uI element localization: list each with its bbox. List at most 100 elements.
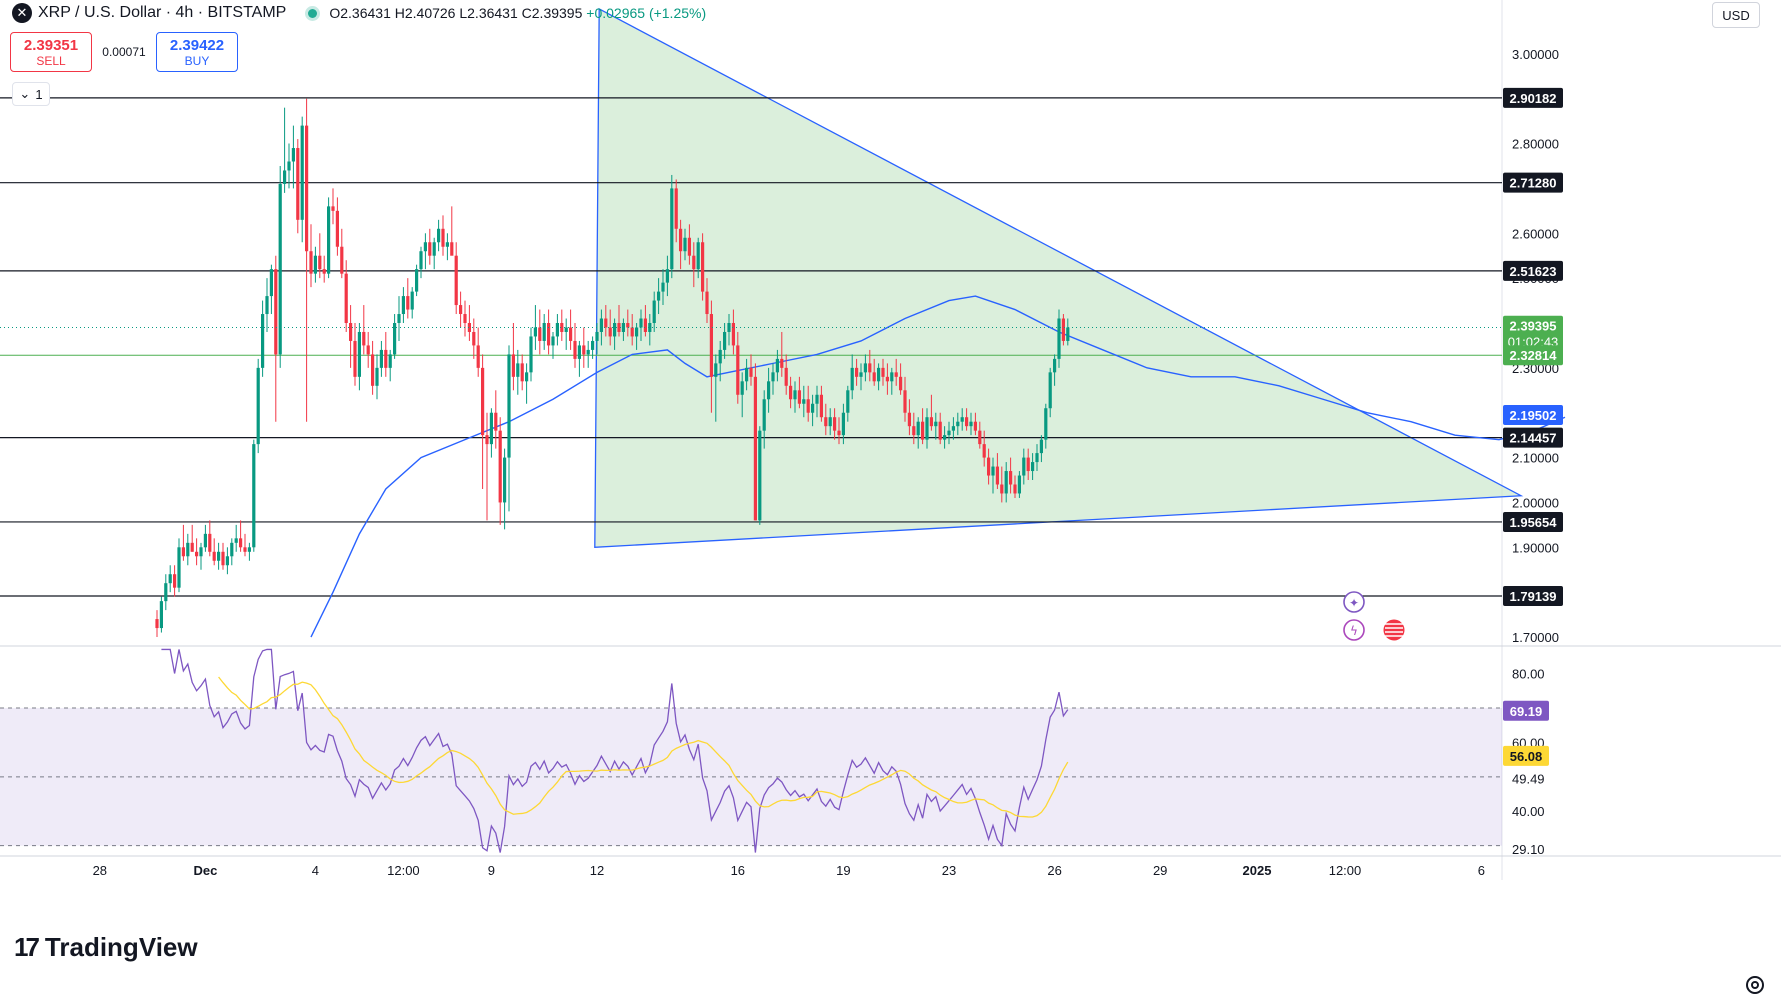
candle[interactable] (626, 309, 630, 337)
candle[interactable] (489, 408, 493, 458)
candle[interactable] (349, 305, 353, 368)
candle[interactable] (850, 354, 854, 400)
candle[interactable] (797, 376, 801, 409)
triangle-pattern[interactable] (594, 7, 1524, 548)
candle[interactable] (406, 278, 410, 319)
candle[interactable] (551, 331, 555, 359)
candle[interactable] (617, 305, 621, 337)
candle[interactable] (934, 412, 938, 440)
us-flag-event-icon[interactable] (1382, 618, 1406, 642)
candle[interactable] (463, 300, 467, 337)
candle[interactable] (969, 412, 973, 436)
candle[interactable] (890, 367, 894, 395)
candle[interactable] (261, 300, 265, 377)
candle[interactable] (749, 354, 753, 386)
candle[interactable] (498, 417, 502, 525)
candle[interactable] (868, 349, 872, 382)
candle[interactable] (569, 309, 573, 350)
rsi-ma-line[interactable] (218, 676, 1069, 818)
candle[interactable] (885, 363, 889, 395)
candle[interactable] (195, 538, 199, 566)
candle[interactable] (305, 98, 309, 422)
candle[interactable] (683, 228, 687, 261)
candle[interactable] (613, 318, 617, 350)
candle[interactable] (503, 448, 507, 530)
candle[interactable] (872, 358, 876, 386)
candle[interactable] (692, 242, 696, 288)
candle[interactable] (846, 385, 850, 422)
candle[interactable] (274, 255, 278, 422)
candle[interactable] (472, 318, 476, 359)
candle[interactable] (507, 345, 511, 512)
candle[interactable] (921, 408, 925, 445)
candle[interactable] (454, 242, 458, 315)
candle[interactable] (657, 278, 661, 315)
candle[interactable] (419, 246, 423, 279)
candle[interactable] (863, 354, 867, 382)
candle[interactable] (1066, 318, 1070, 346)
candle[interactable] (793, 381, 797, 413)
candle[interactable] (467, 305, 471, 341)
candle[interactable] (327, 197, 331, 279)
candle[interactable] (714, 354, 718, 422)
candle[interactable] (415, 264, 419, 297)
candle[interactable] (665, 255, 669, 297)
candle[interactable] (943, 426, 947, 449)
gear-icon[interactable] (1746, 976, 1764, 994)
candle[interactable] (1009, 457, 1013, 494)
candle[interactable] (441, 215, 445, 256)
candle[interactable] (217, 542, 221, 570)
candle[interactable] (1057, 309, 1061, 368)
candle[interactable] (582, 327, 586, 368)
candle[interactable] (362, 305, 366, 355)
candle[interactable] (476, 327, 480, 377)
candle[interactable] (445, 233, 449, 261)
spark-event-icon[interactable] (1343, 591, 1365, 613)
candle[interactable] (322, 255, 326, 283)
candle[interactable] (577, 340, 581, 377)
candle[interactable] (423, 233, 427, 270)
candle[interactable] (731, 309, 735, 355)
candle[interactable] (1022, 448, 1026, 485)
candle[interactable] (459, 291, 463, 328)
candle[interactable] (938, 412, 942, 445)
candle[interactable] (670, 174, 674, 279)
candle[interactable] (243, 533, 247, 557)
candle[interactable] (775, 349, 779, 382)
candle[interactable] (951, 417, 955, 440)
currency-selector[interactable]: USD (1712, 2, 1760, 28)
candle[interactable] (296, 139, 300, 234)
candle[interactable] (199, 542, 203, 570)
candle[interactable] (987, 448, 991, 485)
candle[interactable] (995, 453, 999, 489)
candle[interactable] (481, 354, 485, 489)
candle[interactable] (679, 219, 683, 270)
candle[interactable] (599, 309, 603, 346)
candle[interactable] (982, 430, 986, 467)
candle[interactable] (701, 233, 705, 301)
candle[interactable] (564, 318, 568, 350)
candle[interactable] (991, 457, 995, 494)
symbol-title[interactable]: XRP / U.S. Dollar · 4h · BITSTAMP (38, 4, 287, 21)
candle[interactable] (1004, 462, 1008, 503)
candle[interactable] (278, 165, 282, 368)
candle[interactable] (960, 408, 964, 431)
candle[interactable] (547, 309, 551, 355)
candle[interactable] (437, 219, 441, 252)
candle[interactable] (393, 314, 397, 359)
candle[interactable] (177, 538, 181, 593)
candle[interactable] (318, 233, 322, 279)
candle[interactable] (203, 524, 207, 552)
candle[interactable] (745, 358, 749, 391)
candle[interactable] (265, 278, 269, 332)
collapse-indicators-button[interactable]: ⌄ 1 (12, 82, 50, 106)
candle[interactable] (973, 412, 977, 436)
candle[interactable] (978, 421, 982, 449)
candle[interactable] (366, 331, 370, 368)
candle[interactable] (331, 188, 335, 225)
candle[interactable] (591, 336, 595, 359)
candle[interactable] (291, 125, 295, 189)
candle[interactable] (841, 403, 845, 445)
candle[interactable] (784, 354, 788, 395)
candle[interactable] (802, 385, 806, 418)
